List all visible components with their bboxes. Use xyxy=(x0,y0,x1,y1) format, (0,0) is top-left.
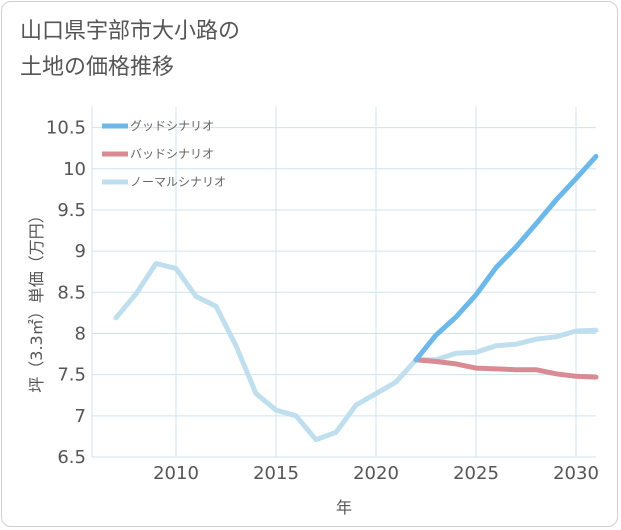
legend-label: グッドシナリオ xyxy=(130,119,214,133)
x-tick-label: 2015 xyxy=(253,463,299,484)
legend-label: ノーマルシナリオ xyxy=(130,175,226,189)
y-tick-label: 10 xyxy=(63,159,86,180)
y-axis-ticks: 6.5 7 7.5 8 8.5 9 9.5 10 10.5 xyxy=(46,118,86,468)
y-tick-label: 10.5 xyxy=(46,118,86,139)
y-tick-label: 8.5 xyxy=(57,282,86,303)
grid xyxy=(91,107,596,458)
y-tick-label: 7.5 xyxy=(57,365,86,386)
series-line-1 xyxy=(413,357,599,380)
y-tick-label: 8 xyxy=(75,323,86,344)
x-tick-label: 2030 xyxy=(553,463,599,484)
legend-label: バッドシナリオ xyxy=(130,147,214,161)
y-tick-label: 6.5 xyxy=(57,447,86,468)
y-tick-label: 9.5 xyxy=(57,200,86,221)
x-tick-label: 2020 xyxy=(353,463,399,484)
x-tick-label: 2010 xyxy=(153,463,199,484)
x-axis-ticks: 2010 2015 2020 2025 2030 xyxy=(153,463,599,484)
chart-title: 山口県宇部市大小路の 土地の価格推移 xyxy=(20,14,240,86)
series-line-0 xyxy=(413,153,599,363)
chart-title-line-2: 土地の価格推移 xyxy=(20,55,175,80)
series-lines xyxy=(113,153,599,443)
x-axis-label: 年 xyxy=(336,498,352,517)
series-line-2 xyxy=(113,261,599,443)
y-tick-label: 9 xyxy=(75,241,86,262)
y-axis-label: 坪（3.3㎡）単価（万円） xyxy=(27,207,46,392)
y-tick-label: 7 xyxy=(75,406,86,427)
chart-title-line-1: 山口県宇部市大小路の xyxy=(20,19,241,44)
x-tick-label: 2025 xyxy=(453,463,499,484)
